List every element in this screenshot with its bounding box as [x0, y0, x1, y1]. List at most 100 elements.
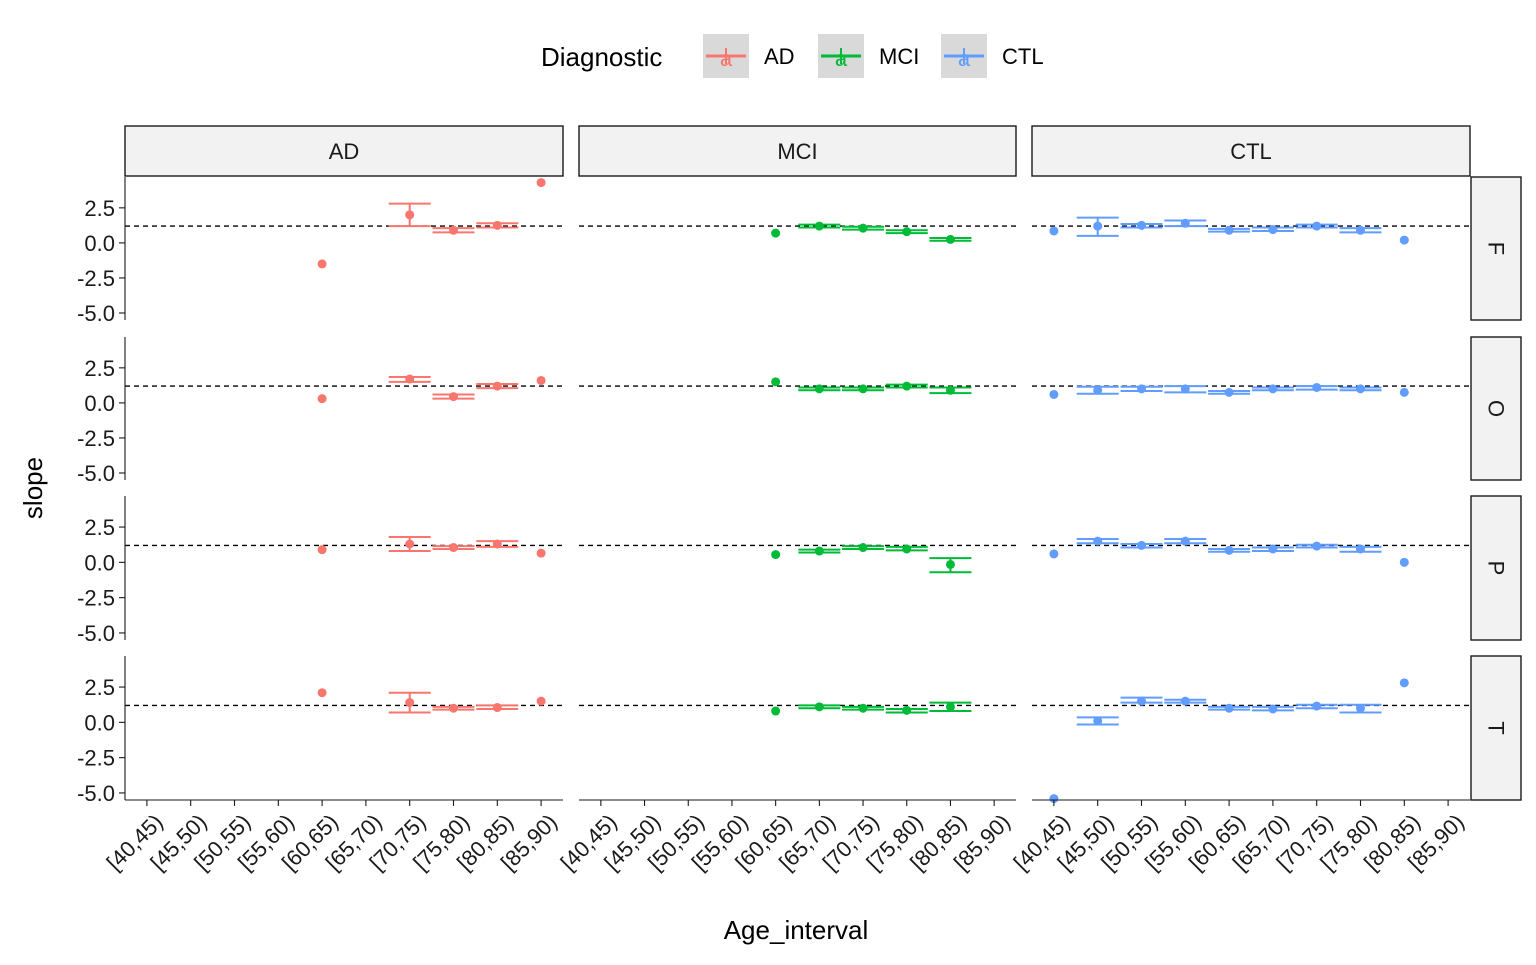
row-strip-label: T [1484, 721, 1509, 734]
column-strip-box [1031, 125, 1471, 177]
y-axis-row-f: 2.5 0.0 -2.5 -5.0 [77, 177, 126, 326]
column-strip-label: CTL [1230, 139, 1272, 164]
row-strip-box [1470, 176, 1522, 321]
panels [125, 178, 1470, 804]
data-point [858, 384, 868, 394]
data-point [1049, 226, 1059, 236]
data-point [1312, 221, 1322, 231]
data-point [1049, 549, 1059, 559]
row-strip-p: P [1470, 495, 1522, 641]
data-point [814, 546, 824, 556]
panel-ctl-f [1032, 216, 1470, 245]
y-tick-label: -2.5 [77, 426, 115, 451]
data-point [1049, 389, 1059, 399]
legend-key-glyph: a [720, 46, 733, 71]
data-point [1268, 384, 1278, 394]
y-tick-label: -5.0 [77, 621, 115, 646]
panel-mci-f [579, 221, 1016, 244]
column-strips: AD MCI CTL [124, 125, 1471, 177]
column-strip-mci: MCI [578, 125, 1017, 177]
data-point [858, 543, 868, 553]
y-tick-label: -2.5 [77, 266, 115, 291]
panel-ctl-t [1032, 678, 1470, 804]
data-point [1399, 557, 1409, 567]
data-point [405, 698, 415, 708]
data-point [1399, 235, 1409, 245]
row-strip-box [1470, 655, 1522, 801]
y-tick-label: 0.0 [84, 550, 115, 575]
data-point [1268, 544, 1278, 554]
data-point [449, 392, 458, 402]
data-point [945, 559, 955, 569]
data-point [1093, 536, 1103, 546]
data-point [945, 702, 955, 712]
panel-ad-f [125, 178, 563, 269]
y-axis-row-o: 2.5 0.0 -2.5 -5.0 [77, 337, 126, 486]
row-strip-label: P [1484, 561, 1509, 576]
data-point [902, 227, 912, 237]
data-point [814, 384, 824, 394]
panel-ctl-o [1032, 382, 1470, 399]
legend: Diagnostic a AD a MCI a CTL [541, 34, 1044, 78]
column-strip-label: MCI [777, 139, 817, 164]
data-point [492, 381, 502, 391]
data-point [449, 543, 458, 553]
row-strip-label: O [1484, 400, 1509, 417]
x-axis-mci: [40,45)[45,50)[50,55)[55,60)[60,65)[65,7… [556, 799, 1016, 875]
legend-label-ctl: CTL [1002, 44, 1044, 69]
data-point [814, 702, 824, 712]
legend-item-ctl: a CTL [941, 34, 1044, 78]
y-axes: 2.5 0.0 -2.5 -5.0 2.5 0.0 -2.5 -5.0 2.5 0.0 -2.5 -5… [77, 177, 126, 806]
legend-title: Diagnostic [541, 42, 662, 72]
data-point [1137, 220, 1146, 230]
data-point [945, 385, 955, 395]
x-axis-title: Age_interval [724, 915, 869, 945]
y-tick-label: 0.0 [84, 391, 115, 416]
legend-label-ad: AD [764, 44, 795, 69]
y-tick-label: -2.5 [77, 746, 115, 771]
data-point [536, 548, 546, 558]
data-point [317, 394, 327, 404]
data-point [1180, 536, 1190, 546]
y-axis-title: slope [18, 457, 48, 519]
panel-ctl-p [1032, 536, 1470, 567]
panel-mci-o [579, 377, 1016, 395]
data-point [1356, 225, 1365, 235]
column-strip-box [124, 125, 564, 177]
data-point [1224, 225, 1234, 235]
row-strip-box [1470, 495, 1522, 641]
data-point [814, 221, 824, 231]
data-point [1093, 385, 1103, 395]
y-tick-label: -5.0 [77, 781, 115, 806]
data-point [771, 228, 781, 238]
column-strip-ctl: CTL [1031, 125, 1471, 177]
column-strip-box [578, 125, 1017, 177]
panel-ad-o [125, 374, 563, 404]
y-tick-label: 0.0 [84, 231, 115, 256]
data-point [1224, 703, 1234, 713]
data-point [771, 377, 781, 387]
row-strip-box [1470, 336, 1522, 481]
panel-ad-p [125, 535, 563, 558]
legend-label-mci: MCI [879, 44, 919, 69]
row-strips: F O P T [1470, 176, 1522, 801]
data-point [1356, 384, 1365, 394]
y-tick-label: 2.5 [84, 515, 115, 540]
data-point [1137, 540, 1146, 550]
data-point [317, 545, 327, 555]
data-point [449, 703, 458, 713]
row-strip-label: F [1484, 242, 1509, 255]
data-point [1312, 701, 1322, 711]
data-point [1180, 384, 1190, 394]
data-point [1268, 225, 1278, 235]
data-point [492, 703, 502, 713]
data-point [1093, 221, 1103, 231]
data-point [449, 225, 458, 235]
data-point [317, 688, 327, 698]
row-strip-f: F [1470, 176, 1522, 321]
y-tick-label: -2.5 [77, 586, 115, 611]
legend-item-mci: a MCI [818, 34, 919, 78]
data-point [1180, 696, 1190, 706]
data-point [902, 705, 912, 715]
column-strip-ad: AD [124, 125, 564, 177]
